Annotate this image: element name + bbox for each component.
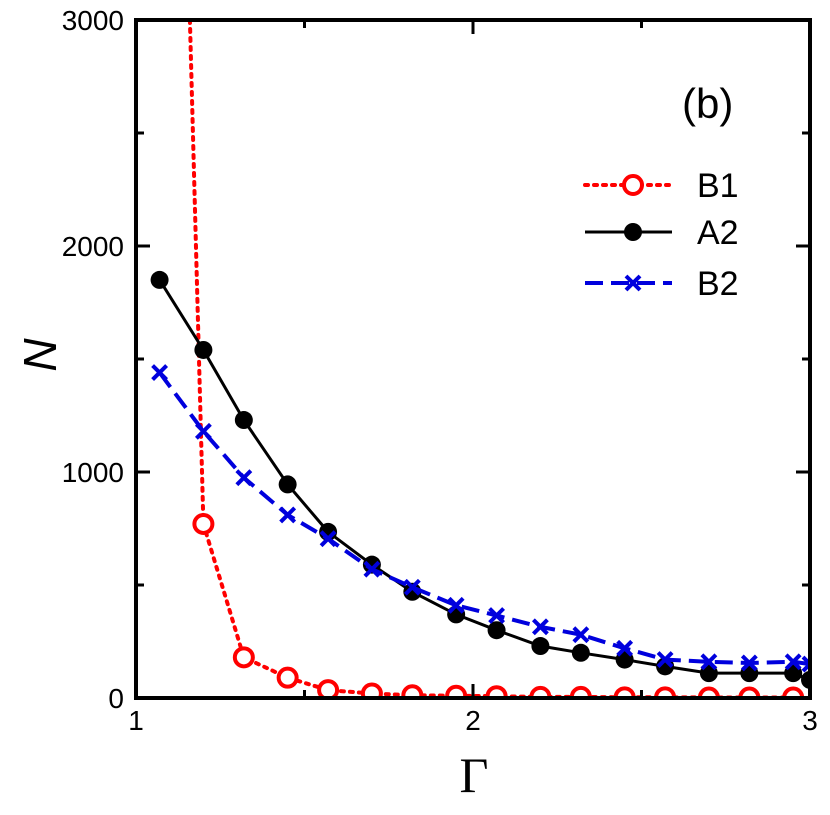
data-point-b1	[317, 679, 340, 698]
data-point-b2	[488, 607, 506, 624]
data-point-b2	[531, 618, 549, 636]
data-point-b2	[194, 422, 212, 440]
data-point-b2	[319, 530, 337, 548]
data-point-b1	[232, 646, 255, 669]
y-tick-label-1000: 1000	[62, 457, 124, 488]
data-point-b2	[279, 506, 297, 524]
x-axis-title: Γ	[460, 747, 489, 803]
legend-label-b2: B2	[697, 265, 739, 303]
data-point-a2	[234, 411, 253, 430]
series-line-a2	[158, 279, 810, 682]
y-tick-label-0: 0	[108, 683, 124, 714]
data-point-a2	[150, 270, 169, 289]
data-point-a2	[531, 637, 550, 656]
x-tick-label-2: 2	[465, 705, 481, 736]
data-point-b2	[801, 655, 810, 673]
legend: B1 A2 B2	[583, 167, 739, 303]
x-tick-label-3: 3	[802, 705, 818, 736]
legend-label-a2: A2	[697, 214, 739, 252]
panel-label: (b)	[682, 80, 733, 127]
y-axis-title: N	[14, 338, 66, 372]
data-point-b2	[235, 469, 253, 487]
data-point-b2	[363, 560, 381, 578]
data-point-b2	[403, 578, 421, 596]
plot-frame	[134, 18, 812, 700]
legend-marker-b2	[624, 274, 642, 292]
data-point-b1	[445, 684, 468, 698]
y-tick-label-3000: 3000	[62, 5, 124, 36]
data-point-a2	[278, 475, 297, 494]
legend-label-b1: B1	[697, 167, 739, 205]
data-point-b2	[447, 596, 465, 614]
data-point-b1	[192, 512, 215, 535]
data-point-a2	[194, 340, 213, 359]
data-point-b1	[276, 666, 299, 689]
data-point-a2	[487, 621, 506, 640]
data-point-a2	[801, 670, 810, 689]
legend-entry-b2: B2	[585, 265, 739, 303]
y-tick-label-2000: 2000	[62, 231, 124, 262]
data-point-b1	[360, 682, 383, 698]
data-point-b2	[784, 653, 802, 671]
legend-marker-b1	[622, 174, 644, 196]
data-point-b2	[740, 654, 758, 672]
data-point-b2	[572, 626, 590, 644]
data-point-a2	[571, 643, 590, 662]
data-point-b2	[616, 639, 634, 657]
data-point-b1	[401, 684, 424, 698]
data-point-b2	[656, 651, 674, 668]
legend-marker-a2	[624, 223, 642, 241]
series-line-b2	[157, 371, 810, 667]
data-point-b2	[151, 364, 169, 381]
legend-entry-b1: B1	[583, 167, 739, 205]
data-point-b2	[700, 653, 718, 671]
x-tick-label-1: 1	[128, 705, 144, 736]
legend-entry-a2: A2	[585, 214, 739, 252]
